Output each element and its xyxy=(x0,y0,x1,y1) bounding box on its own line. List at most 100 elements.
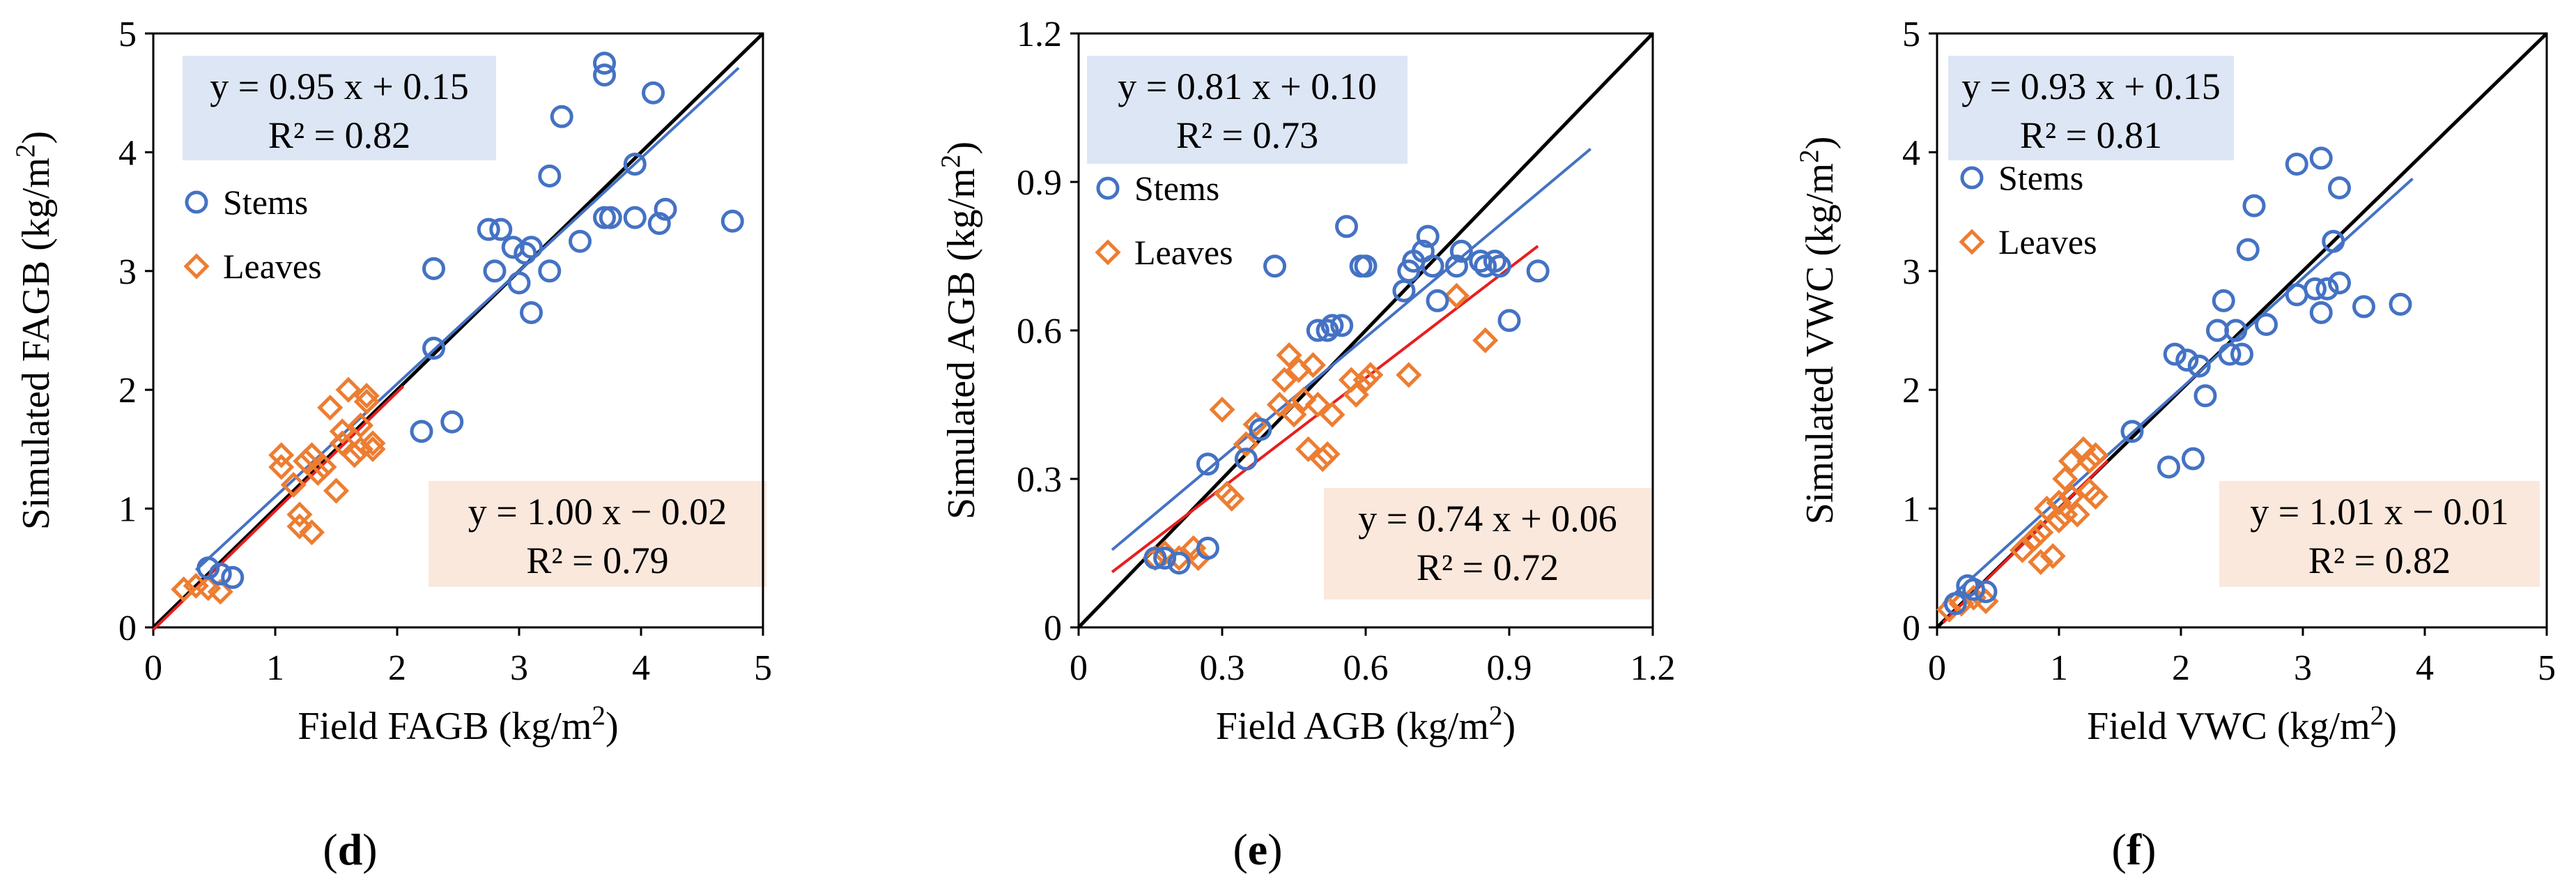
stems-point xyxy=(221,565,245,589)
leaves-point xyxy=(304,459,331,487)
leaves-point xyxy=(341,442,368,468)
leaves-fit-equation: y = 1.00 x − 0.02 xyxy=(468,491,727,533)
leaves-fit-r2: R² = 0.72 xyxy=(1417,547,1559,588)
stems-point xyxy=(196,556,220,580)
stems-point xyxy=(1483,250,1506,273)
stems-point xyxy=(2230,342,2253,366)
stems-point xyxy=(1962,577,1985,601)
stems-point xyxy=(1234,448,1258,471)
leaves-point xyxy=(2009,537,2036,563)
leaves-point xyxy=(1295,436,1322,462)
stems-point xyxy=(1426,289,1449,312)
stems-point xyxy=(593,206,616,229)
x-tick-label: 0 xyxy=(1070,648,1088,688)
panel-d: 0 1 2 3 4 5 0 1 2 3 4 5 Stems Leaves y = 0.95 x + 0.15… xyxy=(10,15,773,874)
stems-point xyxy=(1526,259,1550,283)
stems-point xyxy=(410,420,433,443)
leaves-point xyxy=(2039,543,2066,570)
stems-point xyxy=(520,236,543,259)
leaves-point xyxy=(2070,436,2097,462)
stems-fit-equation: y = 0.81 x + 0.10 xyxy=(1118,66,1376,107)
stems-point xyxy=(2255,312,2278,336)
leaves-point xyxy=(1299,352,1327,379)
stems-point xyxy=(514,241,537,265)
legend-stems-label: Stems xyxy=(1998,158,2083,197)
x-tick-label: 1.2 xyxy=(1630,648,1676,688)
stems-point xyxy=(623,152,647,176)
leaves-fit-equation: y = 0.74 x + 0.06 xyxy=(1358,498,1617,540)
leaves-point xyxy=(268,442,295,468)
stems-point xyxy=(208,562,232,586)
leaves-point xyxy=(317,395,344,421)
leaves-point xyxy=(1948,590,1975,617)
stems-equation-box xyxy=(1948,56,2234,160)
y-tick-label: 0 xyxy=(118,609,137,648)
stems-fit-equation: y = 0.93 x + 0.15 xyxy=(1961,66,2220,107)
leaves-point xyxy=(298,442,325,468)
leaves-point xyxy=(329,418,355,445)
legend-stems-marker xyxy=(1960,166,1984,190)
stems-fit-equation: y = 0.95 x + 0.15 xyxy=(210,66,468,107)
leaves-point xyxy=(286,513,313,540)
leaves-point xyxy=(2046,489,2072,516)
leaves-point xyxy=(323,478,350,504)
stems-point xyxy=(1354,254,1378,278)
legend-leaves-marker xyxy=(1095,239,1121,266)
stems-fit-r2: R² = 0.82 xyxy=(268,114,410,156)
stems-point xyxy=(507,271,531,295)
stems-point xyxy=(1330,314,1354,337)
panel-e: 0 0.3 0.6 0.9 1.2 0 0.3 0.6 0.9 1.2 Stems Leaves y =… xyxy=(936,15,1676,874)
stems-point xyxy=(2285,152,2308,176)
leaves-point xyxy=(1443,282,1470,309)
leaves-point xyxy=(311,454,337,480)
x-axis-title: Field VWC (kg/m2) xyxy=(2087,701,2397,749)
leaves-point xyxy=(1276,342,1302,369)
x-axis-title: Field AGB (kg/m2) xyxy=(1216,701,1515,749)
x-axis-title: Field FAGB (kg/m2) xyxy=(298,701,618,749)
x-tick-label: 1 xyxy=(2050,648,2068,688)
y-tick-label: 0.9 xyxy=(1017,163,1062,203)
leaves-point xyxy=(1185,545,1212,572)
panel-label: (f) xyxy=(2112,825,2157,874)
stems-point xyxy=(599,206,622,229)
leaves-fit-r2: R² = 0.82 xyxy=(2308,540,2451,581)
one-to-one-line xyxy=(152,32,764,629)
stems-point xyxy=(1444,254,1468,278)
leaves-point xyxy=(2021,525,2048,551)
legend-leaves-label: Leaves xyxy=(223,247,322,286)
stems-point xyxy=(1449,239,1473,263)
leaves-point xyxy=(2052,466,2078,492)
leaves-point xyxy=(1357,362,1384,388)
stems-point xyxy=(2328,271,2351,295)
leaves-point xyxy=(1352,367,1379,393)
leaves-point xyxy=(1209,397,1235,423)
stems-point xyxy=(538,259,562,283)
stems-point xyxy=(647,212,671,236)
stems-point xyxy=(422,257,445,280)
leaves-point xyxy=(2046,507,2072,534)
leaves-point xyxy=(1266,391,1293,418)
leaves-point xyxy=(2076,448,2103,474)
leaves-point xyxy=(1219,485,1245,512)
stems-point xyxy=(489,217,513,241)
panel-label: (e) xyxy=(1233,825,1282,874)
leaves-point xyxy=(1309,446,1336,473)
leaves-point xyxy=(1304,391,1331,418)
y-tick-label: 0.6 xyxy=(1017,312,1062,351)
stems-point xyxy=(1143,547,1167,570)
leaves-equation-box xyxy=(429,481,766,587)
stems-point xyxy=(477,217,500,241)
panel-f: 0 1 2 3 4 5 0 1 2 3 4 5 Stems Leaves y = 0.93 x + 0.15… xyxy=(1794,15,2556,874)
stems-point xyxy=(2187,354,2211,378)
stems-point xyxy=(2175,349,2199,372)
legend-leaves-label: Leaves xyxy=(1134,233,1233,272)
stems-fit-line xyxy=(1111,148,1592,551)
stems-point xyxy=(2193,384,2217,408)
stems-point xyxy=(1167,551,1191,575)
plot-frame xyxy=(152,32,764,629)
x-tick-label: 1 xyxy=(266,648,284,688)
legend-leaves-marker xyxy=(183,253,210,280)
stems-point xyxy=(2218,342,2242,366)
stems-point xyxy=(2322,229,2345,253)
